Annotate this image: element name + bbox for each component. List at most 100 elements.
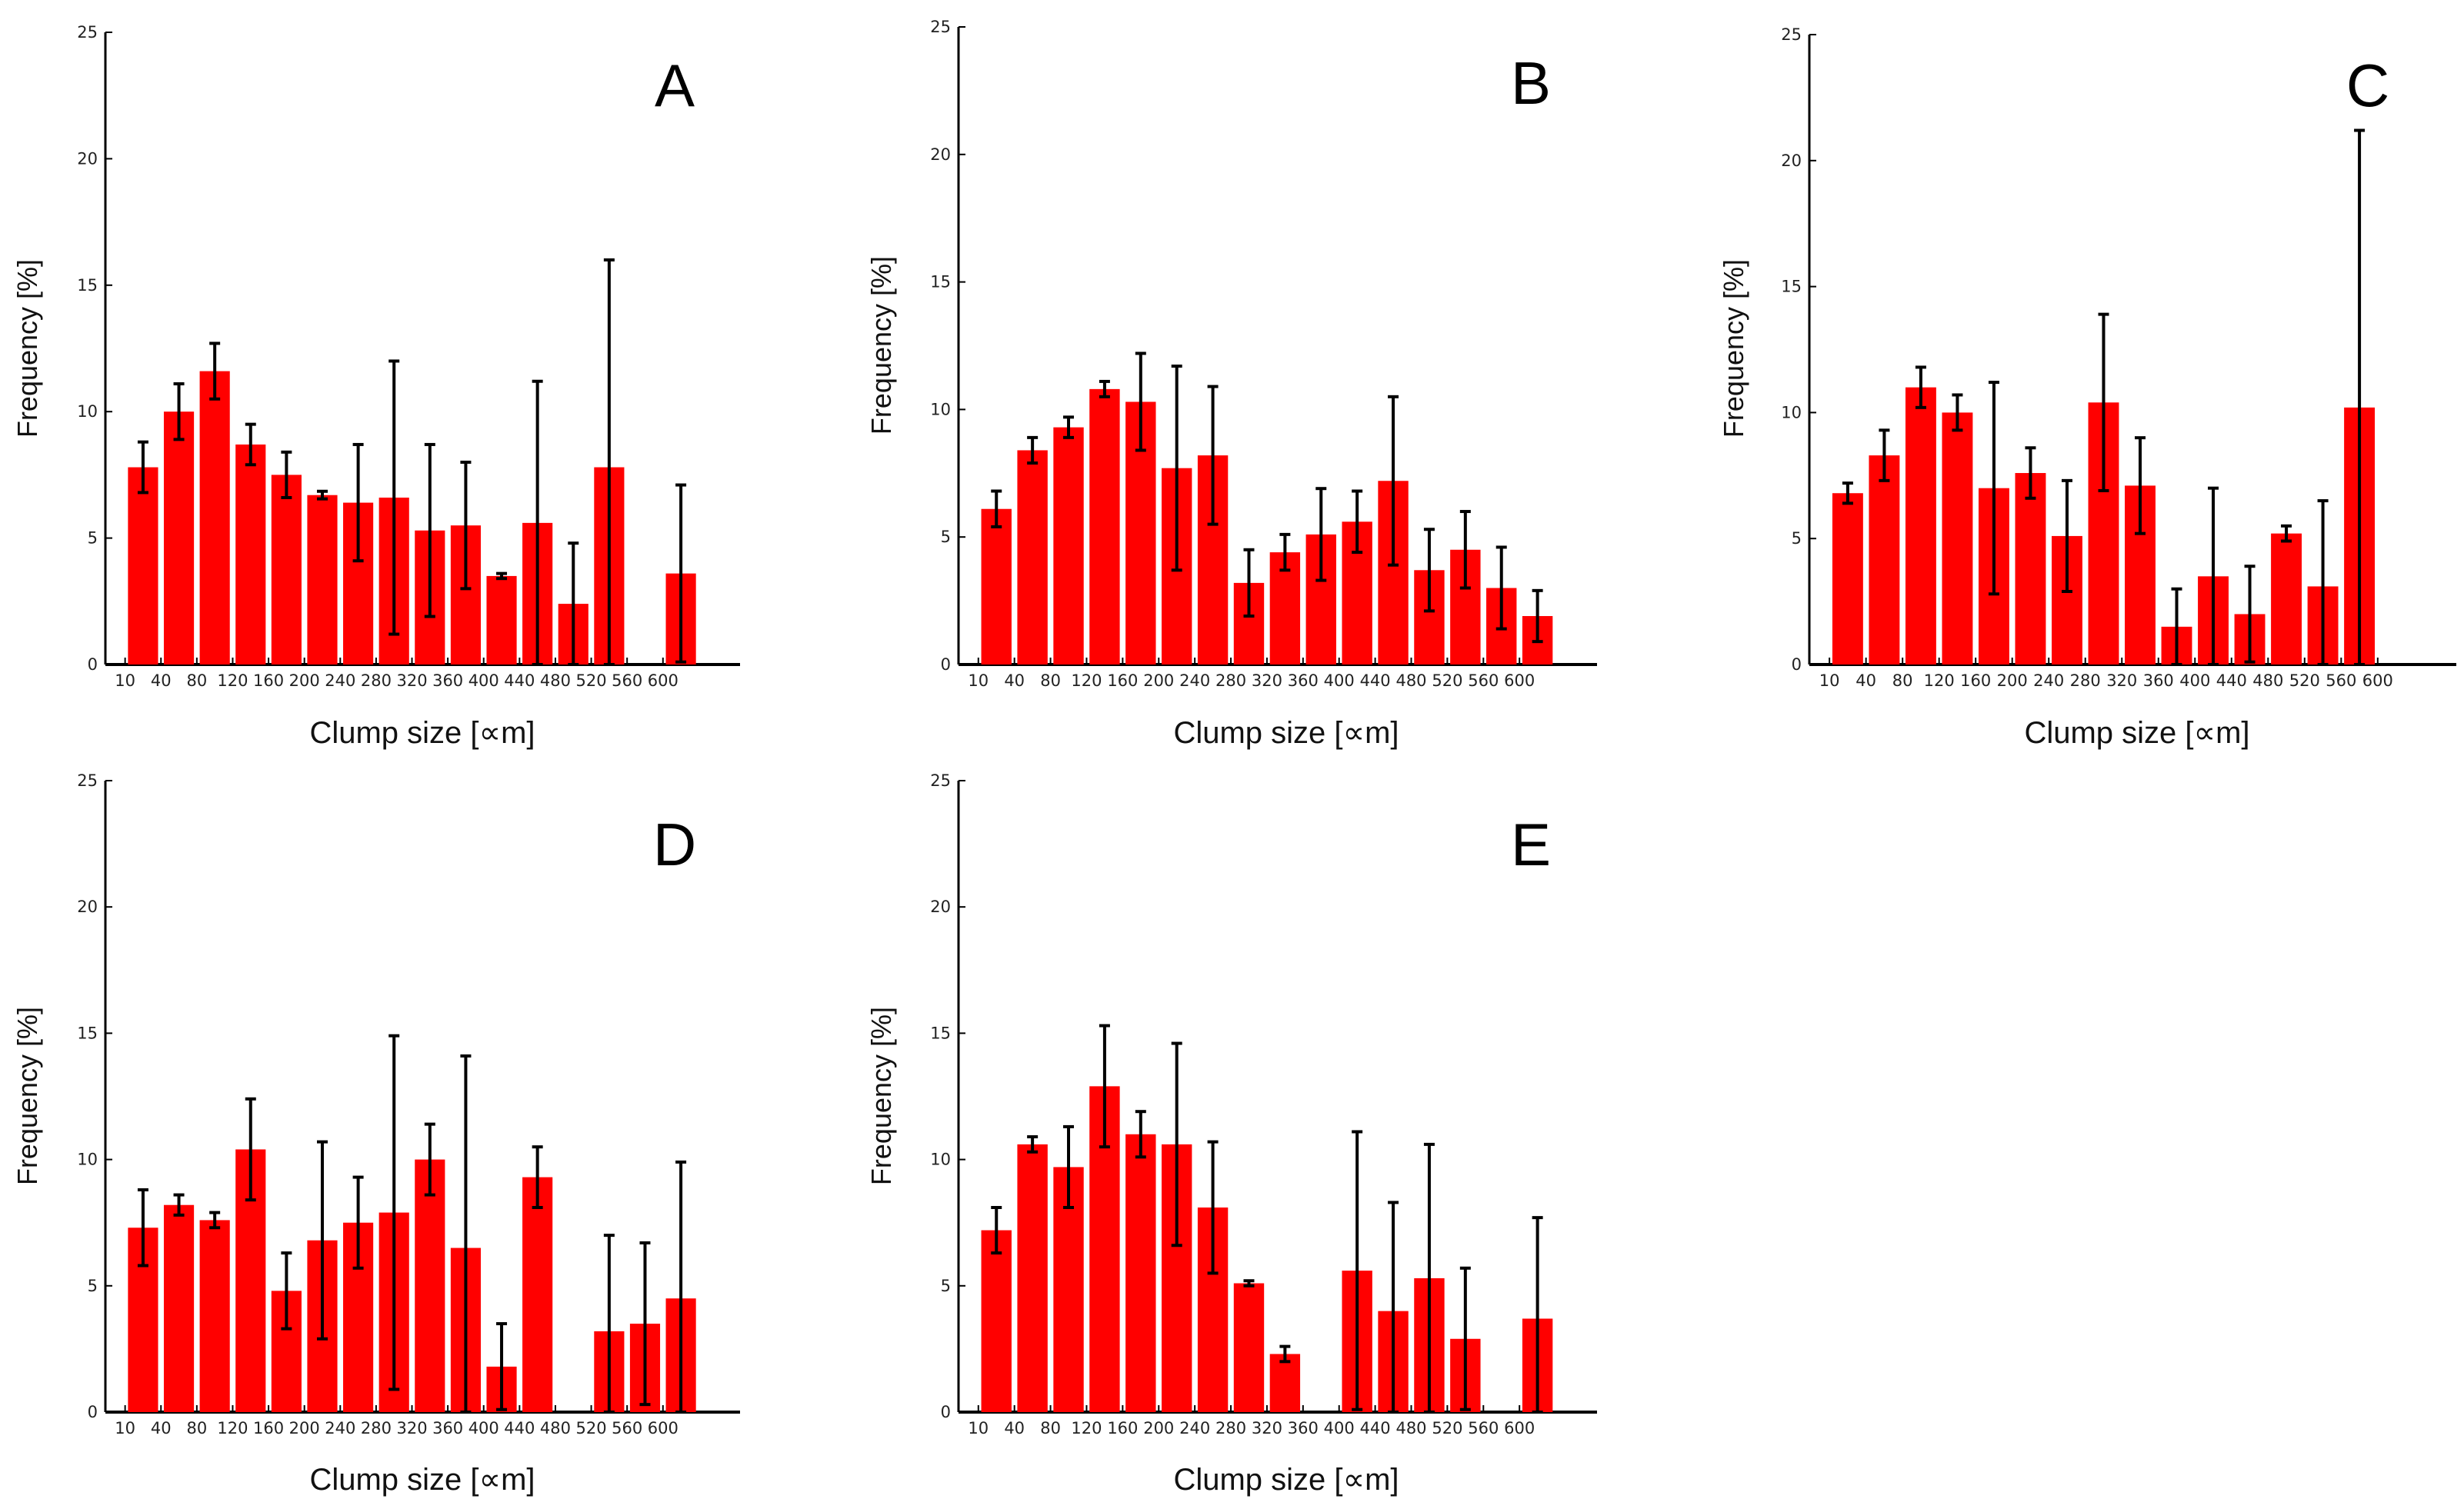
y-axis-label: Frequency [%] — [865, 256, 897, 435]
error-bar — [1243, 548, 1255, 618]
x-tick-label: 600 — [648, 1419, 679, 1437]
error-bar — [460, 460, 472, 591]
x-tick-label: 480 — [2252, 671, 2283, 690]
error-bar — [1352, 1130, 1363, 1411]
x-tick-label: 440 — [2216, 671, 2247, 690]
bar — [1832, 493, 1863, 665]
y-tick-label: 15 — [77, 276, 98, 295]
error-bar — [137, 1188, 148, 1267]
y-tick-label: 0 — [1792, 655, 1802, 674]
x-axis-label: Clump size [∝m] — [309, 716, 535, 750]
x-axis-label: Clump size [∝m] — [2024, 716, 2249, 750]
error-bar — [2281, 524, 2292, 543]
x-tick-label: 360 — [432, 1419, 463, 1437]
x-tick-label: 280 — [361, 1419, 392, 1437]
error-bar — [1279, 1344, 1291, 1364]
x-tick-label: 600 — [1504, 1419, 1535, 1437]
x-tick-label: 10 — [1819, 671, 1840, 690]
x-tick-label: 120 — [1071, 1419, 1102, 1437]
panel-c: 0 5 10 15 20 25 10 40 80 120 160 200 240 280 320 360 400… — [1718, 25, 2456, 750]
panel-a: 0 5 10 15 20 25 10 40 80 120 160 200 240 280 320 360 400… — [12, 23, 740, 750]
error-bar — [424, 442, 435, 618]
y-tick-label: 10 — [77, 1151, 98, 1169]
bar — [522, 1177, 553, 1412]
x-tick-label: 160 — [253, 671, 284, 690]
bar — [163, 411, 195, 665]
x-tick-label: 160 — [1107, 1419, 1138, 1437]
error-bar — [209, 341, 221, 401]
error-bar — [603, 1234, 615, 1414]
x-tick-label: 240 — [1179, 671, 1210, 690]
bar — [1905, 387, 1936, 665]
error-bar — [2354, 128, 2366, 666]
x-tick-label: 280 — [1215, 671, 1246, 690]
x-tick-label: 520 — [1432, 671, 1462, 690]
x-tick-label: 280 — [361, 671, 392, 690]
bar — [163, 1204, 195, 1412]
error-bar — [1171, 365, 1182, 572]
error-bar — [424, 1122, 435, 1197]
x-tick-label: 440 — [1360, 1419, 1391, 1437]
x-tick-label: 560 — [612, 671, 642, 690]
error-bar — [281, 1251, 292, 1331]
y-axis-label: Frequency [%] — [12, 259, 43, 438]
error-bar — [991, 1205, 1002, 1255]
error-bar — [460, 1054, 472, 1414]
y-tick-label: 20 — [77, 149, 98, 168]
error-bar — [2135, 436, 2146, 535]
error-bar — [137, 440, 148, 495]
x-tick-label: 240 — [1179, 1419, 1210, 1437]
panel-label: B — [1511, 49, 1551, 117]
error-bar — [1099, 1024, 1110, 1149]
bar — [1942, 412, 1973, 665]
x-tick-label: 240 — [325, 671, 355, 690]
x-tick-label: 400 — [468, 671, 499, 690]
error-bar — [2061, 478, 2072, 593]
error-bar — [1243, 1279, 1255, 1287]
y-axis-label: Frequency [%] — [12, 1007, 43, 1185]
error-bar — [1315, 487, 1327, 582]
error-bar — [388, 1034, 400, 1391]
bar — [2271, 533, 2302, 665]
x-tick-label: 480 — [1395, 1419, 1426, 1437]
bar — [1017, 1144, 1048, 1412]
x-tick-label: 400 — [468, 1419, 499, 1437]
x-tick-label: 10 — [115, 671, 135, 690]
x-tick-label: 80 — [1892, 671, 1913, 690]
error-bar — [2025, 446, 2036, 500]
y-tick-label: 10 — [1781, 403, 1802, 421]
x-tick-label: 200 — [289, 671, 320, 690]
bar — [1869, 455, 1900, 665]
x-tick-label: 120 — [1071, 671, 1102, 690]
error-bar — [1135, 1110, 1146, 1159]
x-tick-label: 280 — [2070, 671, 2101, 690]
y-tick-label: 5 — [941, 1277, 951, 1295]
x-tick-label: 400 — [2179, 671, 2210, 690]
y-tick-label: 5 — [941, 528, 951, 546]
x-axis-label: Clump size [∝m] — [1173, 1463, 1399, 1497]
bar — [1125, 1134, 1156, 1412]
error-bar — [2317, 499, 2329, 666]
error-bar — [496, 571, 508, 581]
x-tick-label: 40 — [1856, 671, 1876, 690]
x-tick-label: 400 — [1324, 1419, 1355, 1437]
error-bar — [675, 483, 687, 664]
x-tick-label: 520 — [1432, 1419, 1462, 1437]
x-tick-label: 560 — [612, 1419, 642, 1437]
y-tick-label: 15 — [77, 1024, 98, 1042]
bar — [128, 467, 158, 665]
y-tick-label: 0 — [88, 1403, 98, 1421]
panel-label: A — [655, 52, 695, 119]
y-tick-label: 25 — [77, 771, 98, 790]
x-tick-label: 10 — [115, 1419, 135, 1437]
x-tick-label: 280 — [1215, 1419, 1246, 1437]
x-tick-label: 600 — [648, 671, 679, 690]
error-bar — [1423, 1142, 1435, 1414]
bar — [271, 475, 302, 665]
error-bar — [639, 1241, 651, 1407]
y-tick-label: 20 — [930, 898, 951, 916]
error-bar — [352, 1175, 364, 1270]
error-bar — [568, 541, 579, 666]
error-bar — [1135, 351, 1146, 452]
